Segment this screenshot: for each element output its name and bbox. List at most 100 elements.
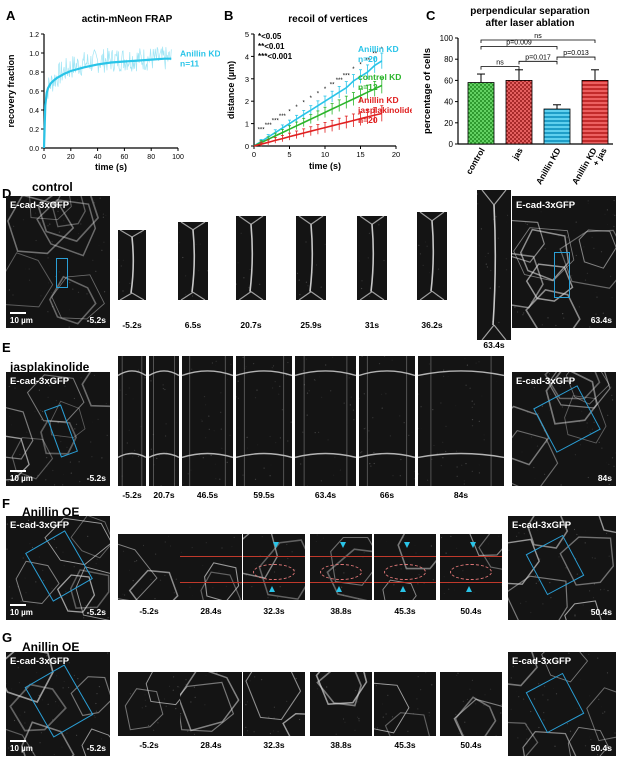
c-x-label-4a: Anillin KD (570, 146, 599, 186)
kymo-frame (417, 212, 447, 300)
b-y-tick-label: 3 (245, 75, 249, 84)
overview-after: E-cad-3xGFP 84s (512, 372, 616, 486)
a-x-label: time (s) (95, 162, 127, 172)
reference-line (440, 582, 502, 583)
frame-time-label: -5.2s (86, 473, 106, 483)
frame-time-label: 25.9s (300, 320, 322, 330)
b-sig-star: * (310, 96, 313, 102)
b-legend-n-control: n=12 (358, 82, 378, 92)
kymo-frame (440, 534, 502, 600)
frame-time-label: 28.4s (200, 740, 222, 750)
b-sig-star: * (295, 105, 298, 111)
micrograph-texture (236, 356, 292, 486)
kymo-frame (295, 356, 356, 486)
frame-time-label: 59.5s (253, 490, 275, 500)
channel-label: E-cad-3xGFP (512, 520, 572, 531)
micrograph-texture (418, 356, 504, 486)
arrowhead-icon (466, 586, 472, 592)
b-sig-star: * (288, 110, 291, 116)
b-x-tick-label: 0 (252, 150, 256, 159)
kymo-frame (118, 356, 146, 486)
micrograph-texture (359, 356, 415, 486)
separation-bar-chart: 0 20 40 60 80 100 percentage of cells control ja… (422, 33, 613, 186)
frame-time-label: 63.4s (590, 315, 612, 325)
kymo-frame (118, 534, 180, 600)
c-y-tick-label: 80 (444, 55, 453, 64)
arrowhead-icon (269, 586, 275, 592)
kymo-frame (440, 672, 502, 736)
kymo-frame (236, 216, 266, 300)
channel-label: E-cad-3xGFP (516, 376, 576, 387)
c-x-label: control (464, 146, 487, 176)
frame-time-label: 66s (379, 490, 395, 500)
frame-time-label: -5.2s (139, 606, 159, 616)
frame-time-label: -5.2s (86, 743, 106, 753)
frame-time-label: -5.2s (122, 490, 142, 500)
a-y-tick-label: 0.4 (29, 108, 39, 115)
reference-line (180, 582, 242, 583)
b-legend-name-jas-2: jasplakinolide (357, 105, 412, 115)
row-g-title: Anillin OE (22, 640, 80, 654)
c-p2-label: p=0.017 (525, 54, 551, 61)
arrowhead-icon (470, 542, 476, 548)
c-p1-bracket (480, 46, 558, 50)
channel-label: E-cad-3xGFP (10, 656, 70, 667)
arrowhead-icon (273, 542, 279, 548)
b-sig-star: *** (343, 74, 351, 80)
frame-time-label: 32.3s (263, 606, 285, 616)
frame-time-label: 84s (453, 490, 469, 500)
b-sig-star: ** (365, 58, 370, 64)
c-bar (581, 80, 609, 145)
micrograph-texture (236, 216, 266, 300)
b-sig-star: *** (279, 114, 287, 120)
c-p1-label: p=0.009 (506, 39, 532, 46)
micrograph-texture (310, 672, 372, 736)
micrograph-texture (508, 652, 616, 756)
overview-after: E-cad-3xGFP 50.4s (508, 516, 616, 620)
scale-bar (10, 740, 26, 742)
b-legend-n-anillin: n=20 (358, 54, 378, 64)
channel-label: E-cad-3xGFP (10, 200, 70, 211)
kymo-frame (178, 222, 208, 300)
a-x-tick-label: 60 (121, 154, 129, 161)
frame-time-label: 28.4s (200, 606, 222, 616)
arrowhead-icon (400, 586, 406, 592)
reference-line (310, 556, 372, 557)
panel-label-g: G (2, 630, 13, 645)
reference-line (440, 556, 502, 557)
frame-time-label: -5.2s (122, 320, 142, 330)
b-x-tick-label: 10 (321, 150, 329, 159)
b-sig-star: * (303, 101, 306, 107)
kymo-frame (477, 190, 511, 340)
a-y-tick-label: 0.2 (29, 127, 39, 134)
scale-bar (10, 604, 26, 606)
kymo-frame (180, 672, 242, 736)
a-legend-n: n=11 (180, 59, 199, 69)
b-x-tick-label: 15 (356, 150, 364, 159)
kymo-frame (374, 534, 436, 600)
micrograph-texture (182, 356, 233, 486)
frame-time-label: 20.7s (240, 320, 262, 330)
b-y-tick-label: 1 (245, 120, 249, 129)
a-x-tick-label: 100 (172, 154, 184, 161)
panel-label-c: C (426, 8, 436, 23)
a-y-tick-label: 0.0 (29, 146, 39, 153)
channel-label: E-cad-3xGFP (516, 200, 576, 211)
c-ns-left-label: ns (496, 60, 504, 67)
frame-time-label: 38.8s (330, 740, 352, 750)
c-bar (543, 108, 571, 145)
scale-bar-label: 10 µm (10, 316, 33, 325)
frame-time-label: 6.5s (184, 320, 202, 330)
frame-time-label: -5.2s (86, 315, 106, 325)
c-x-label: Anillin KD (534, 146, 563, 186)
kymo-frame (149, 356, 179, 486)
b-legend-name-jas-1: Anillin KD (358, 95, 399, 105)
panel-c-title-line1: perpendicular separation (470, 6, 590, 17)
b-sig-legend-1: *<0.05 (258, 32, 282, 41)
b-x-label: time (s) (309, 161, 341, 171)
kymo-frame (182, 356, 233, 486)
micrograph-texture (374, 672, 436, 736)
micrograph-texture (295, 356, 356, 486)
kymo-frame (243, 672, 305, 736)
c-bar (505, 80, 533, 145)
